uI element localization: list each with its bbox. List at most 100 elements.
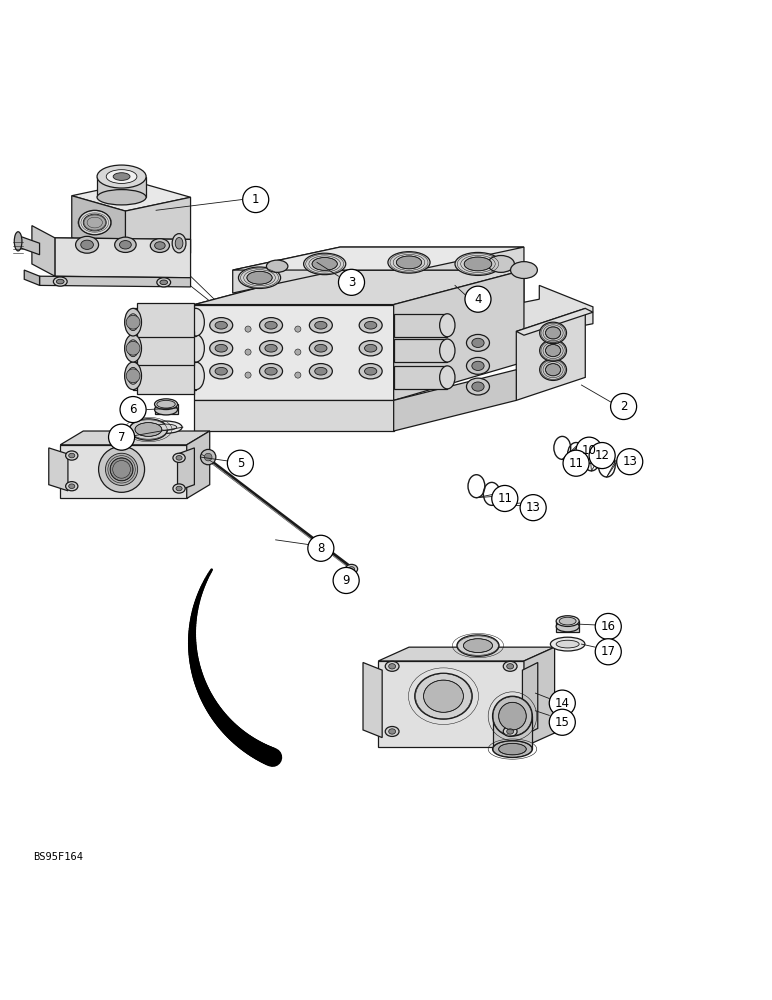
Circle shape bbox=[308, 535, 334, 561]
Ellipse shape bbox=[385, 661, 399, 671]
Polygon shape bbox=[154, 404, 178, 414]
Polygon shape bbox=[137, 331, 195, 365]
Ellipse shape bbox=[97, 165, 146, 188]
Circle shape bbox=[295, 349, 301, 355]
Ellipse shape bbox=[127, 367, 138, 384]
Polygon shape bbox=[523, 662, 538, 736]
Polygon shape bbox=[60, 431, 210, 445]
Ellipse shape bbox=[76, 236, 99, 253]
Polygon shape bbox=[195, 400, 394, 431]
Text: 6: 6 bbox=[130, 403, 137, 416]
Ellipse shape bbox=[176, 456, 182, 460]
Ellipse shape bbox=[472, 382, 484, 391]
Polygon shape bbox=[363, 662, 382, 738]
Ellipse shape bbox=[466, 334, 489, 351]
Ellipse shape bbox=[210, 364, 232, 379]
Circle shape bbox=[126, 315, 140, 329]
Polygon shape bbox=[378, 647, 554, 661]
Ellipse shape bbox=[364, 344, 377, 352]
Polygon shape bbox=[24, 270, 39, 285]
Polygon shape bbox=[232, 247, 524, 293]
Ellipse shape bbox=[345, 564, 357, 574]
Text: 4: 4 bbox=[474, 293, 482, 306]
Ellipse shape bbox=[120, 241, 131, 249]
Ellipse shape bbox=[173, 484, 185, 493]
Ellipse shape bbox=[135, 423, 162, 436]
Ellipse shape bbox=[215, 367, 227, 375]
Ellipse shape bbox=[129, 419, 168, 440]
Polygon shape bbox=[516, 308, 593, 335]
Circle shape bbox=[563, 450, 589, 476]
Polygon shape bbox=[394, 366, 447, 389]
Ellipse shape bbox=[66, 482, 78, 491]
Ellipse shape bbox=[69, 484, 75, 489]
Ellipse shape bbox=[127, 340, 138, 357]
Ellipse shape bbox=[173, 453, 185, 462]
Circle shape bbox=[205, 453, 212, 461]
Ellipse shape bbox=[154, 404, 178, 415]
Polygon shape bbox=[133, 362, 196, 390]
Ellipse shape bbox=[503, 726, 517, 736]
Text: 3: 3 bbox=[348, 276, 355, 289]
Text: 8: 8 bbox=[317, 542, 324, 555]
Ellipse shape bbox=[175, 237, 183, 249]
Ellipse shape bbox=[499, 702, 527, 730]
Text: 14: 14 bbox=[555, 697, 570, 710]
Circle shape bbox=[227, 450, 253, 476]
Circle shape bbox=[245, 349, 251, 355]
Ellipse shape bbox=[310, 341, 333, 356]
Ellipse shape bbox=[188, 308, 205, 336]
Text: 13: 13 bbox=[622, 455, 637, 468]
Ellipse shape bbox=[546, 327, 560, 339]
Polygon shape bbox=[104, 168, 138, 188]
Polygon shape bbox=[137, 361, 195, 394]
Ellipse shape bbox=[265, 321, 277, 329]
Ellipse shape bbox=[556, 621, 579, 632]
Text: 2: 2 bbox=[620, 400, 628, 413]
Ellipse shape bbox=[439, 366, 455, 389]
Circle shape bbox=[520, 495, 546, 521]
Ellipse shape bbox=[439, 339, 455, 362]
Ellipse shape bbox=[315, 344, 327, 352]
Polygon shape bbox=[195, 305, 394, 400]
Text: 7: 7 bbox=[118, 431, 125, 444]
Circle shape bbox=[338, 269, 364, 295]
Ellipse shape bbox=[124, 308, 141, 336]
Circle shape bbox=[109, 424, 134, 450]
Ellipse shape bbox=[215, 321, 227, 329]
Ellipse shape bbox=[151, 239, 170, 252]
Ellipse shape bbox=[364, 367, 377, 375]
Ellipse shape bbox=[550, 637, 585, 651]
Polygon shape bbox=[18, 236, 39, 255]
Ellipse shape bbox=[315, 321, 327, 329]
Ellipse shape bbox=[315, 367, 327, 375]
Polygon shape bbox=[394, 339, 447, 362]
Circle shape bbox=[201, 449, 216, 465]
Text: 17: 17 bbox=[601, 645, 616, 658]
Ellipse shape bbox=[155, 424, 177, 430]
Ellipse shape bbox=[56, 279, 64, 284]
Ellipse shape bbox=[466, 357, 489, 374]
Ellipse shape bbox=[506, 729, 513, 734]
Ellipse shape bbox=[503, 661, 517, 671]
Text: 12: 12 bbox=[594, 449, 610, 462]
Circle shape bbox=[549, 709, 575, 735]
Polygon shape bbox=[516, 308, 585, 400]
Ellipse shape bbox=[69, 453, 75, 458]
Ellipse shape bbox=[510, 262, 537, 278]
Ellipse shape bbox=[265, 367, 277, 375]
Polygon shape bbox=[394, 270, 524, 400]
Polygon shape bbox=[49, 448, 68, 491]
Circle shape bbox=[242, 187, 269, 213]
Circle shape bbox=[126, 369, 140, 383]
Ellipse shape bbox=[415, 673, 472, 719]
Ellipse shape bbox=[388, 664, 395, 669]
Text: 10: 10 bbox=[581, 444, 597, 457]
Ellipse shape bbox=[540, 322, 567, 344]
Circle shape bbox=[333, 567, 359, 594]
Polygon shape bbox=[32, 226, 55, 276]
Ellipse shape bbox=[359, 318, 382, 333]
Text: 16: 16 bbox=[601, 620, 616, 633]
Ellipse shape bbox=[493, 741, 533, 758]
Ellipse shape bbox=[154, 242, 165, 249]
